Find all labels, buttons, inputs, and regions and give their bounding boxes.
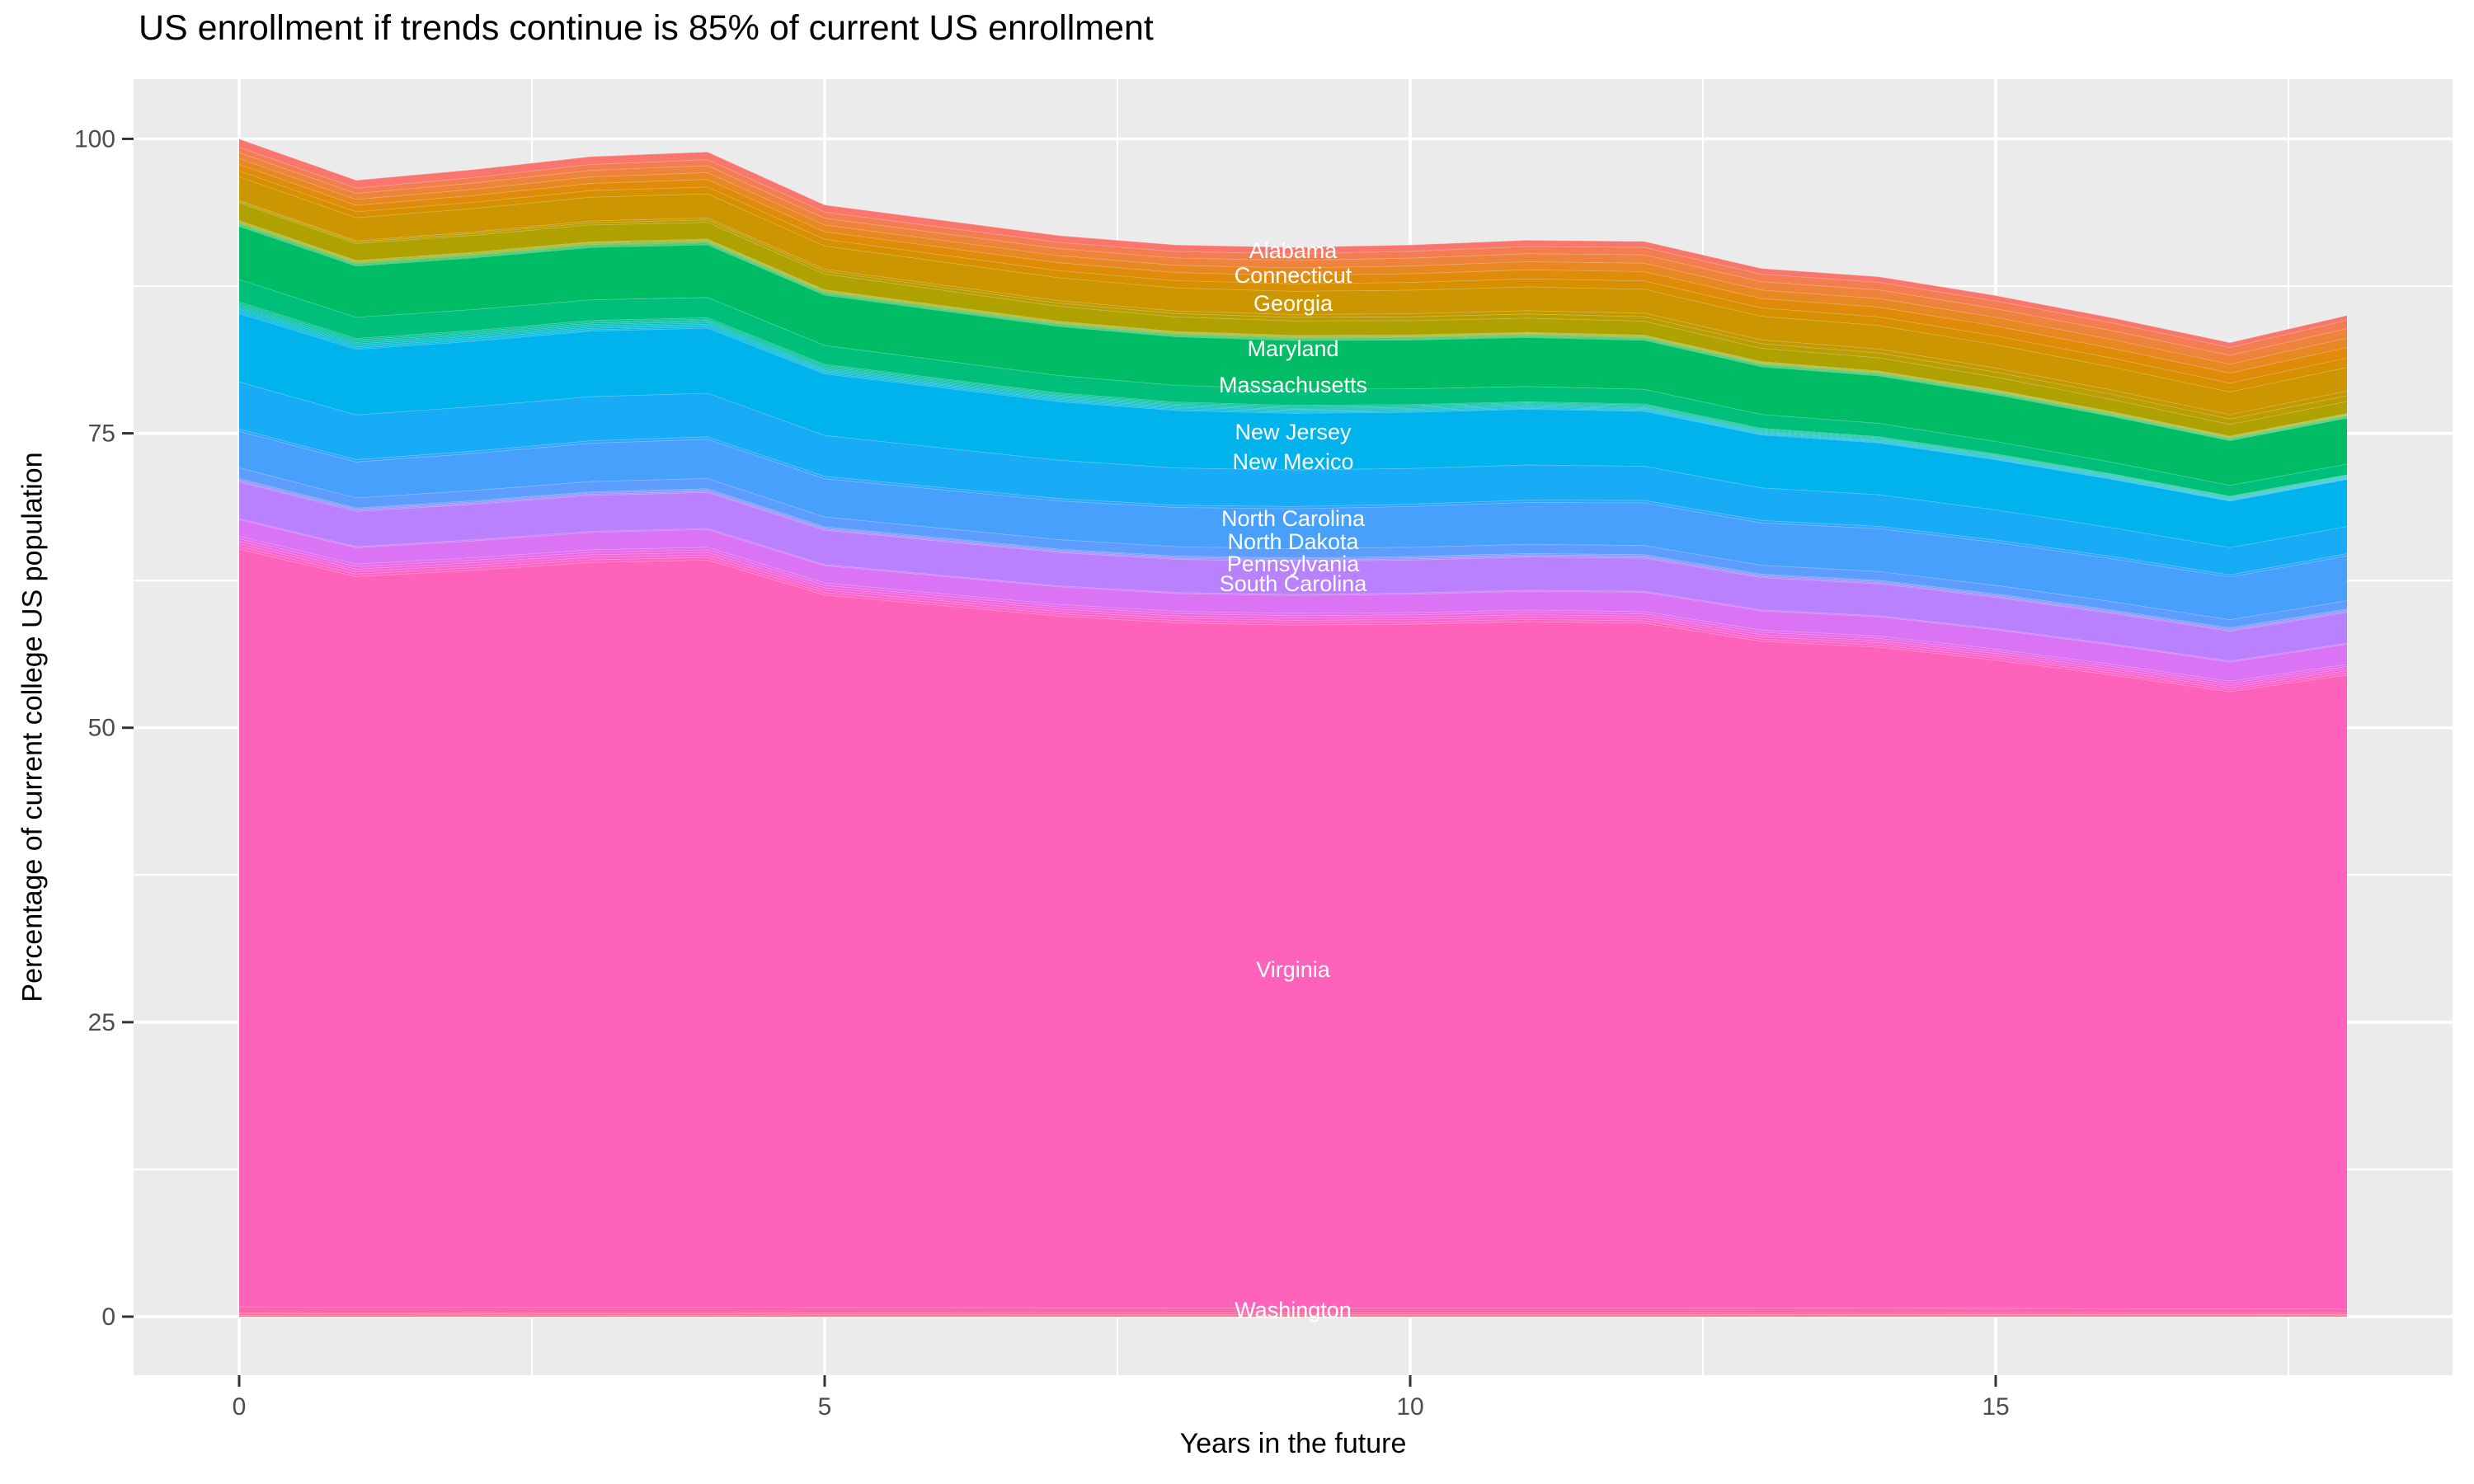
area-band-virginia — [239, 548, 2347, 1309]
area-band-tennessee — [239, 538, 2347, 686]
area-band-arkansas — [239, 158, 2347, 373]
y-tick-label: 50 — [88, 715, 115, 742]
area-bands — [238, 138, 2348, 1317]
area-band-pennsylvania — [239, 481, 2347, 661]
area-band-california — [239, 164, 2347, 383]
area-band-oklahoma — [239, 479, 2347, 631]
x-axis-title: Years in the future — [1179, 1428, 1407, 1459]
area-band-arizona — [239, 152, 2347, 364]
area-band-maryland — [239, 226, 2347, 486]
area-band-rhode-island — [239, 518, 2347, 662]
state-label-massachusetts: Massachusetts — [1219, 373, 1367, 397]
state-label-north-carolina: North Carolina — [1221, 506, 1366, 531]
y-tick-label: 0 — [101, 1303, 115, 1331]
axes: 0 5 10 15 0 25 50 75 100 — [74, 125, 2010, 1421]
y-tick-label: 100 — [74, 125, 115, 153]
area-band-colorado — [239, 171, 2347, 392]
area-band-new-mexico — [239, 382, 2347, 575]
area-band-south-carolina — [239, 519, 2347, 682]
area-band-vermont — [239, 546, 2347, 692]
area-band-north-carolina — [239, 431, 2347, 620]
area-band-ohio — [239, 478, 2347, 629]
state-label-new-mexico: New Mexico — [1232, 449, 1353, 474]
area-band-wisconsin — [239, 1313, 2347, 1316]
area-band-utah — [239, 543, 2347, 690]
state-label-alabama: Alabama — [1249, 238, 1338, 263]
area-band-alabama — [239, 139, 2347, 348]
chart-title: US enrollment if trends continue is 85% … — [139, 8, 1154, 48]
area-band-alaska — [239, 147, 2347, 355]
x-tick-label: 10 — [1396, 1393, 1423, 1421]
state-label-washington: Washington — [1235, 1298, 1352, 1322]
area-band-wyoming — [239, 1315, 2347, 1317]
state-label-maryland: Maryland — [1247, 336, 1338, 361]
x-tick-label: 0 — [233, 1393, 247, 1421]
area-band-massachusetts — [239, 279, 2347, 496]
y-tick-label: 75 — [88, 420, 115, 448]
area-band-oregon — [239, 481, 2347, 632]
area-band-connecticut — [239, 176, 2347, 415]
y-tick-label: 25 — [88, 1009, 115, 1036]
state-label-virginia: Virginia — [1256, 957, 1331, 982]
state-label-connecticut: Connecticut — [1235, 263, 1352, 288]
state-label-new-jersey: New Jersey — [1235, 420, 1352, 444]
area-band-delaware — [239, 200, 2347, 420]
area-band-south-dakota — [239, 536, 2347, 683]
band-top-seam — [238, 138, 2348, 344]
area-band-georgia — [239, 202, 2347, 436]
state-label-pennsylvania: Pennsylvania — [1227, 552, 1361, 576]
state-label-georgia: Georgia — [1253, 291, 1333, 316]
area-band-west-virginia — [239, 1313, 2347, 1315]
area-band-texas — [239, 541, 2347, 688]
area-band-washington — [239, 1306, 2347, 1313]
x-tick-label: 5 — [818, 1393, 832, 1421]
area-band-new-york — [239, 429, 2347, 577]
state-label-north-dakota: North Dakota — [1227, 529, 1359, 554]
area-band-north-dakota — [239, 467, 2347, 628]
state-label-south-carolina: South Carolina — [1220, 571, 1368, 596]
area-band-new-jersey — [239, 313, 2347, 547]
area-band-florida — [239, 201, 2347, 425]
x-tick-label: 15 — [1982, 1393, 2009, 1421]
